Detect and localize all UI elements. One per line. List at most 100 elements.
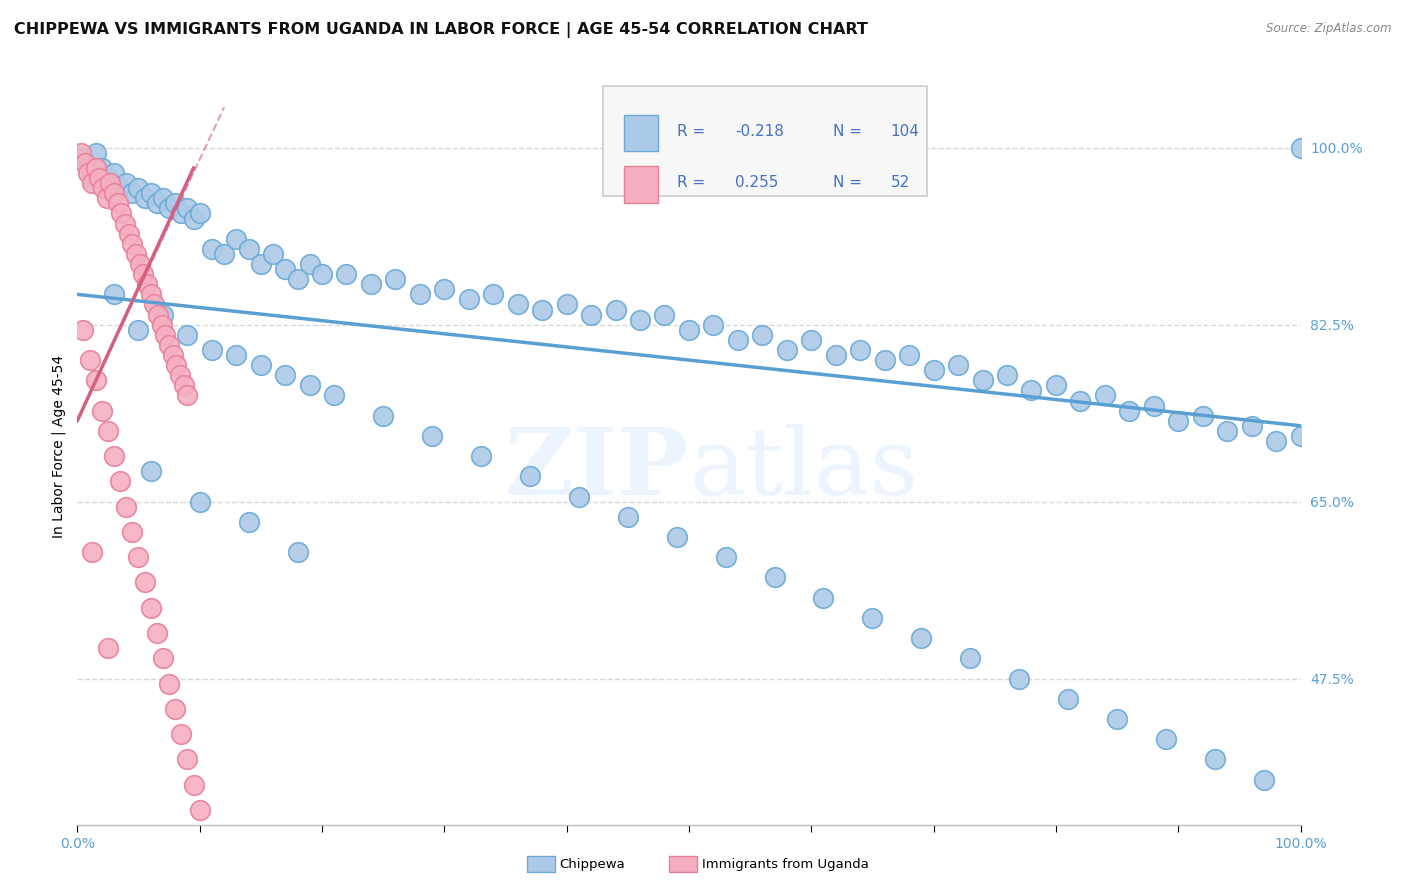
- Y-axis label: In Labor Force | Age 45-54: In Labor Force | Age 45-54: [52, 354, 66, 538]
- Point: [80, 545, 103, 559]
- Point: [519, 469, 541, 483]
- Point: [298, 378, 321, 392]
- Point: [654, 308, 676, 322]
- Point: [103, 449, 125, 463]
- Point: [420, 429, 443, 443]
- Text: ZIP: ZIP: [505, 424, 689, 514]
- Point: [482, 287, 505, 301]
- Point: [1021, 384, 1043, 398]
- Point: [127, 323, 149, 337]
- Point: [201, 343, 224, 357]
- Point: [579, 308, 602, 322]
- Point: [1094, 388, 1116, 402]
- Point: [73, 156, 96, 170]
- Point: [97, 424, 120, 438]
- Point: [311, 267, 333, 281]
- Point: [97, 171, 120, 186]
- Point: [162, 348, 184, 362]
- Point: [201, 242, 224, 256]
- Point: [89, 171, 111, 186]
- Point: [90, 161, 112, 175]
- Text: 0.255: 0.255: [735, 176, 779, 190]
- Point: [152, 651, 174, 665]
- Text: Immigrants from Uganda: Immigrants from Uganda: [702, 858, 869, 871]
- Point: [108, 181, 131, 195]
- Point: [470, 449, 492, 463]
- Point: [568, 490, 591, 504]
- Point: [146, 196, 169, 211]
- Point: [98, 176, 121, 190]
- Point: [212, 247, 235, 261]
- Point: [118, 227, 141, 241]
- Point: [84, 373, 107, 387]
- Point: [121, 186, 143, 201]
- Point: [678, 323, 700, 337]
- Point: [139, 186, 162, 201]
- Point: [115, 500, 138, 514]
- Point: [136, 277, 159, 292]
- Point: [157, 202, 180, 216]
- Point: [409, 287, 432, 301]
- Point: [188, 803, 211, 817]
- Point: [103, 186, 125, 201]
- Point: [157, 676, 180, 690]
- Point: [287, 545, 309, 559]
- Point: [274, 262, 297, 277]
- Point: [1107, 712, 1129, 726]
- Text: Chippewa: Chippewa: [560, 858, 626, 871]
- Point: [176, 388, 198, 402]
- Point: [165, 702, 187, 716]
- Point: [139, 464, 162, 478]
- Point: [146, 626, 169, 640]
- Point: [107, 196, 129, 211]
- Point: [128, 257, 150, 271]
- Point: [1216, 424, 1239, 438]
- Point: [555, 297, 578, 311]
- Point: [80, 171, 103, 186]
- Point: [862, 611, 884, 625]
- Point: [150, 318, 173, 332]
- Point: [121, 524, 143, 539]
- Point: [70, 145, 93, 160]
- Point: [170, 727, 193, 741]
- Point: [1289, 429, 1312, 443]
- Point: [1069, 393, 1091, 408]
- Point: [176, 202, 198, 216]
- Point: [873, 353, 896, 368]
- Point: [1057, 691, 1080, 706]
- FancyBboxPatch shape: [624, 166, 658, 202]
- Point: [250, 358, 273, 372]
- Point: [972, 373, 994, 387]
- Point: [946, 358, 969, 372]
- Point: [371, 409, 394, 423]
- Point: [127, 550, 149, 565]
- Point: [72, 151, 94, 165]
- Point: [763, 570, 786, 584]
- Text: N =: N =: [834, 124, 862, 139]
- Point: [127, 181, 149, 195]
- Point: [79, 353, 101, 368]
- Point: [176, 327, 198, 342]
- Point: [824, 348, 846, 362]
- Point: [108, 475, 131, 489]
- Point: [1191, 409, 1213, 423]
- Point: [173, 378, 195, 392]
- Point: [170, 206, 193, 220]
- Point: [1167, 414, 1189, 428]
- Point: [139, 287, 162, 301]
- Point: [80, 176, 103, 190]
- Point: [506, 297, 529, 311]
- Point: [96, 191, 118, 205]
- Text: R =: R =: [676, 176, 704, 190]
- Point: [628, 312, 651, 326]
- Point: [84, 161, 107, 175]
- Point: [702, 318, 724, 332]
- Point: [1240, 418, 1263, 433]
- Point: [335, 267, 357, 281]
- Point: [1289, 141, 1312, 155]
- Point: [298, 257, 321, 271]
- Point: [1008, 672, 1031, 686]
- Point: [238, 242, 260, 256]
- Point: [1253, 772, 1275, 787]
- Point: [433, 282, 456, 296]
